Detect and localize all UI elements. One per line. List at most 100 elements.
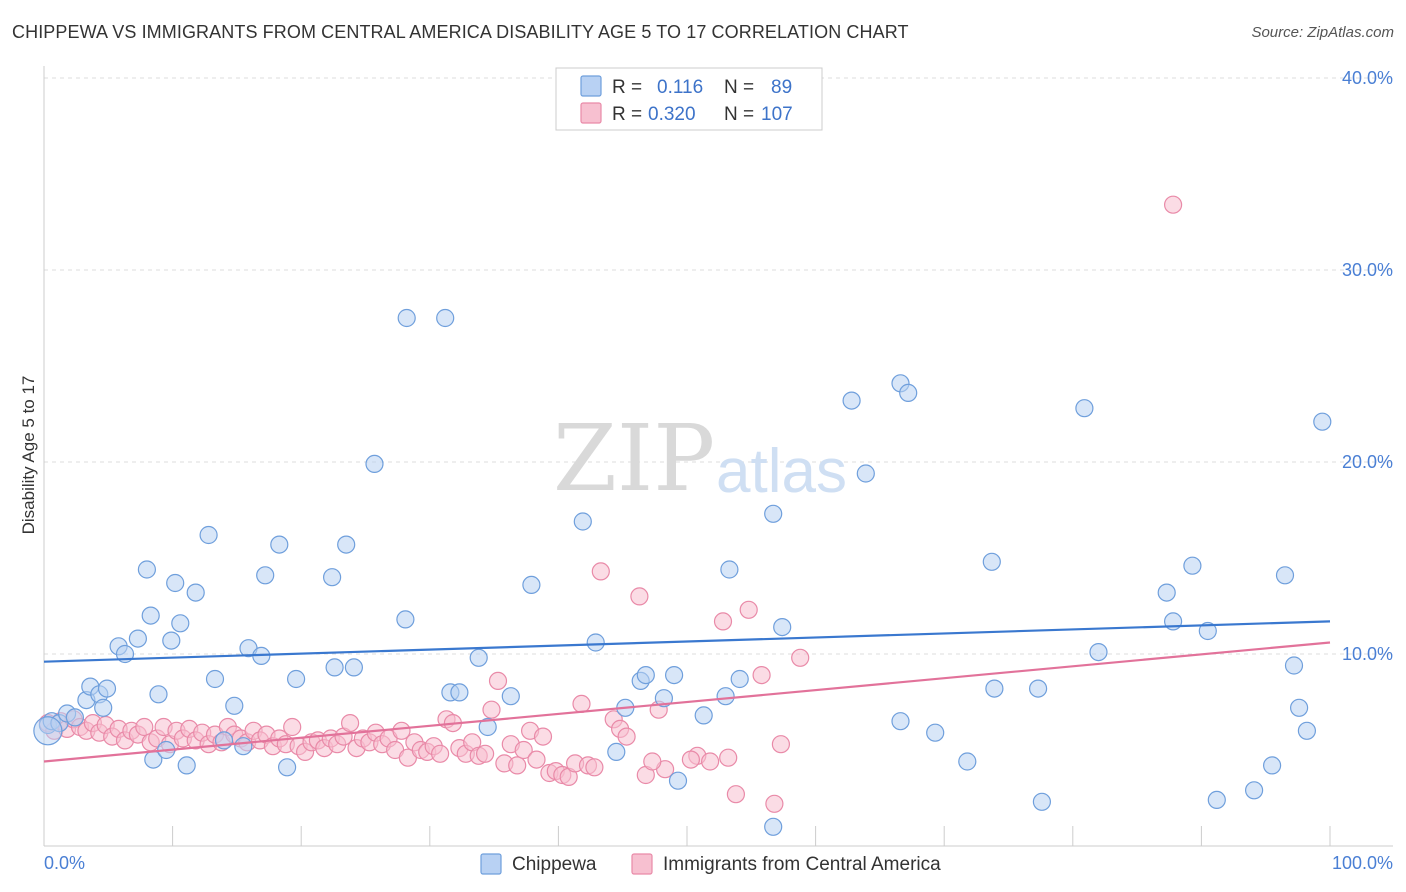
- chippewa-point-26: [225, 696, 244, 715]
- chippewa-point-61: [764, 504, 783, 523]
- legend-n-value-1: 89: [771, 77, 792, 98]
- immigrants-point-76: [527, 750, 546, 769]
- chippewa-point-79: [1207, 790, 1226, 810]
- chippewa-point-53: [636, 665, 655, 685]
- chippewa-point-43: [450, 683, 469, 702]
- chippewa-point-13: [137, 560, 156, 579]
- chippewa-point-47: [522, 575, 541, 595]
- immigrants-point-103: [643, 752, 662, 771]
- immigrants-point-102: [681, 750, 701, 769]
- chippewa-point-35: [325, 658, 344, 677]
- chippewa-point-87: [764, 817, 783, 836]
- chippewa-point-50: [607, 742, 626, 762]
- chippewa-point-73: [1075, 399, 1094, 418]
- chippewa-point-78: [1198, 621, 1217, 641]
- blue-points: [33, 308, 1332, 836]
- chippewa-point-32: [278, 758, 297, 777]
- legend-r-value-2: 0.320: [648, 104, 696, 125]
- immigrants-point-104: [630, 587, 649, 606]
- chippewa-point-27: [234, 737, 253, 756]
- chippewa-point-49: [586, 633, 605, 652]
- immigrants-point-61: [431, 744, 450, 763]
- chippewa-point-66: [899, 383, 918, 402]
- chippewa-point-12: [128, 629, 147, 648]
- chippewa-point-39: [397, 308, 416, 328]
- chippewa-point-31: [270, 535, 289, 554]
- legend-n-label-2: N =: [724, 104, 754, 125]
- immigrants-point-73: [508, 756, 527, 775]
- chippewa-trend-line: [43, 620, 1331, 663]
- chippewa-point-16: [149, 685, 168, 704]
- chippewa-point-86: [1313, 412, 1332, 431]
- legend-n-value-2: 107: [761, 104, 793, 125]
- chippewa-point-60: [730, 669, 749, 689]
- immigrants-point-85: [585, 758, 604, 777]
- chippewa-point-77: [1183, 556, 1202, 575]
- bottom-legend-label-chippewa: Chippewa: [512, 854, 597, 875]
- chippewa-point-36: [337, 535, 356, 554]
- chippewa-point-83: [1284, 656, 1304, 675]
- immigrants-point-70: [488, 671, 508, 691]
- immigrants-point-77: [533, 727, 553, 746]
- x-tick-labels: 0.0% 100.0%: [44, 853, 1393, 873]
- chippewa-point-55: [654, 689, 674, 708]
- watermark-zip: ZIP: [553, 405, 715, 512]
- chippewa-point-69: [982, 552, 1001, 571]
- pink-points: [38, 195, 1183, 813]
- bottom-legend-blue-swatch: [480, 853, 502, 875]
- legend-r-value-1: 0.116: [657, 77, 703, 98]
- immigrants-point-15: [135, 717, 154, 737]
- chippewa-point-54: [664, 665, 684, 685]
- chippewa-point-72: [1028, 679, 1048, 698]
- chippewa-point-84: [1289, 698, 1309, 717]
- chippewa-point-70: [985, 679, 1004, 698]
- chippewa-cluster-point: [33, 716, 63, 746]
- chippewa-point-80: [1244, 781, 1264, 800]
- legend-pink-swatch: [580, 102, 602, 124]
- chippewa-point-75: [1157, 583, 1176, 602]
- legend: R = 0.116 N = 89 R = 0.320 N = 107: [555, 67, 823, 131]
- immigrants-trend-line: [43, 641, 1331, 763]
- chippewa-point-62: [773, 617, 792, 637]
- immigrants-point-68: [476, 744, 495, 763]
- x-tick-label-min: 0.0%: [44, 853, 85, 873]
- chippewa-point-63: [842, 391, 861, 410]
- chippewa-point-23: [199, 525, 218, 545]
- chippewa-point-45: [478, 717, 497, 737]
- immigrants-point-89: [617, 727, 636, 746]
- chippewa-point-48: [573, 512, 592, 531]
- chippewa-point-68: [958, 752, 977, 771]
- watermark: ZIP atlas: [553, 405, 847, 512]
- chart-title: CHIPPEWA VS IMMIGRANTS FROM CENTRAL AMER…: [12, 22, 909, 42]
- chippewa-point-44: [469, 648, 488, 667]
- immigrants-point-94: [700, 752, 720, 771]
- chippewa-point-37: [344, 658, 363, 677]
- x-tick-label-max: 100.0%: [1332, 853, 1393, 873]
- chippewa-point-46: [501, 687, 520, 706]
- chippewa-point-64: [856, 464, 875, 483]
- chippewa-point-18: [162, 631, 181, 650]
- immigrants-point-106: [1163, 195, 1183, 214]
- chippewa-point-59: [720, 560, 739, 579]
- immigrants-point-100: [771, 735, 791, 754]
- chippewa-point-30: [256, 566, 275, 585]
- immigrants-point-97: [739, 600, 758, 619]
- bottom-legend-label-immigrants: Immigrants from Central America: [663, 854, 941, 875]
- immigrants-point-38: [283, 717, 302, 737]
- legend-r-label-2: R =: [612, 104, 642, 125]
- chippewa-point-67: [891, 712, 910, 731]
- bottom-legend-pink-swatch: [631, 853, 653, 875]
- immigrants-point-86: [591, 562, 610, 581]
- y-tick-label-2: 30.0%: [1342, 260, 1393, 280]
- chippewa-point-4: [65, 708, 85, 727]
- immigrants-point-99: [765, 794, 784, 813]
- chippewa-point-8: [97, 679, 117, 698]
- chippewa-point-19: [166, 573, 185, 593]
- immigrants-point-47: [341, 713, 360, 733]
- chippewa-point-24: [205, 669, 225, 689]
- chippewa-point-41: [436, 308, 455, 328]
- chippewa-point-56: [668, 771, 688, 790]
- legend-r-label-1: R =: [612, 77, 642, 98]
- immigrants-point-95: [719, 748, 738, 767]
- chippewa-point-9: [94, 698, 113, 717]
